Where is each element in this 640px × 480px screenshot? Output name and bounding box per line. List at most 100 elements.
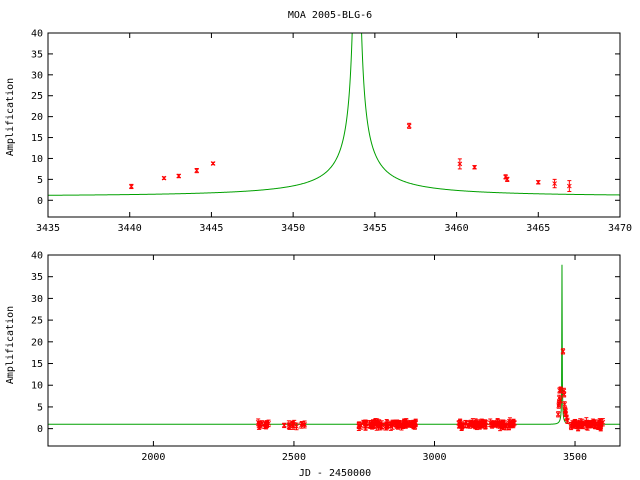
point-marker (465, 423, 471, 429)
data-point (561, 391, 567, 398)
top-y-axis-label: Amplification (5, 78, 16, 156)
data-point (379, 422, 385, 427)
data-points (255, 348, 606, 432)
x-tick-label: 3465 (526, 223, 550, 234)
point-marker (563, 411, 569, 417)
data-point (382, 422, 388, 431)
data-point (287, 422, 292, 430)
data-point (363, 421, 368, 431)
data-point (598, 423, 603, 430)
y-tick-label: 25 (31, 91, 43, 102)
data-point (472, 164, 477, 170)
point-marker (382, 424, 388, 430)
data-point (394, 419, 400, 429)
point-marker (161, 175, 167, 181)
bottom-x-axis-label: JD - 2450000 (299, 468, 371, 479)
point-marker (474, 423, 480, 429)
data-point (587, 420, 593, 429)
data-point (301, 422, 307, 428)
data-point (491, 420, 497, 427)
data-point (194, 167, 200, 174)
x-tick-label: 3450 (281, 223, 305, 234)
y-tick-label: 35 (31, 272, 43, 283)
data-points (128, 122, 572, 192)
point-marker (363, 423, 368, 429)
point-marker (457, 161, 463, 167)
y-tick-label: 5 (37, 175, 43, 186)
plot-frame (47, 32, 621, 218)
data-point (535, 179, 541, 185)
point-marker (287, 423, 292, 429)
point-marker (470, 419, 476, 425)
point-marker (301, 422, 307, 428)
data-point (374, 418, 380, 427)
data-point (480, 422, 486, 428)
data-point (504, 176, 510, 182)
data-point (583, 421, 589, 427)
data-point (210, 161, 216, 166)
x-tick-label: 3455 (363, 223, 387, 234)
point-marker (578, 421, 584, 426)
point-marker (565, 418, 570, 424)
point-marker (176, 173, 182, 179)
point-marker (363, 420, 369, 426)
data-point (590, 419, 596, 425)
point-marker (388, 424, 394, 429)
x-tick-label: 2500 (282, 452, 306, 463)
data-point (412, 419, 418, 428)
plot-frame (47, 254, 621, 447)
y-tick-label: 5 (37, 402, 43, 413)
x-tick-label: 3445 (199, 223, 223, 234)
bottom-y-axis-label: Amplification (5, 306, 16, 384)
point-marker (555, 411, 561, 417)
point-marker (379, 422, 385, 427)
x-tick-label: 3000 (422, 452, 446, 463)
data-point (552, 178, 557, 189)
point-marker (480, 422, 486, 428)
data-point (457, 158, 463, 170)
point-marker (281, 423, 287, 428)
data-point (128, 183, 134, 190)
point-marker (464, 420, 469, 425)
data-point (161, 175, 167, 181)
point-marker (487, 420, 493, 426)
data-point (506, 419, 512, 428)
x-tick-label: 3500 (563, 452, 587, 463)
y-tick-label: 30 (31, 70, 43, 81)
point-marker (406, 123, 412, 129)
data-point (470, 418, 476, 426)
data-point (356, 421, 362, 431)
y-tick-label: 30 (31, 294, 43, 305)
data-point (474, 422, 480, 431)
data-point (560, 348, 566, 355)
y-tick-label: 40 (31, 251, 43, 262)
chart-title: MOA 2005-BLG-6 (288, 10, 372, 21)
point-marker (394, 421, 400, 427)
point-marker (371, 424, 376, 429)
point-marker (495, 423, 501, 429)
point-marker (557, 398, 563, 403)
point-marker (257, 422, 263, 428)
point-marker (560, 349, 566, 354)
data-point (371, 424, 376, 429)
point-marker (570, 419, 576, 425)
point-marker (291, 421, 297, 427)
full-lightcurve-panel: 0 5 10 15 20 25 30 35 40 2000 2500 3000 3500 (31, 251, 621, 463)
point-marker (491, 421, 497, 427)
point-marker (194, 168, 200, 173)
y-tick-label: 10 (31, 154, 43, 165)
data-point (578, 421, 584, 426)
y-tick-label: 10 (31, 381, 43, 392)
point-marker (264, 423, 269, 429)
data-point (401, 418, 407, 428)
data-point (281, 422, 287, 429)
point-marker (457, 422, 463, 428)
data-point (487, 418, 493, 427)
point-marker (566, 183, 572, 189)
data-point (406, 122, 412, 129)
point-marker (412, 421, 418, 426)
point-marker (401, 420, 407, 426)
data-point (465, 423, 471, 429)
point-marker (583, 421, 589, 427)
data-point (555, 411, 561, 418)
